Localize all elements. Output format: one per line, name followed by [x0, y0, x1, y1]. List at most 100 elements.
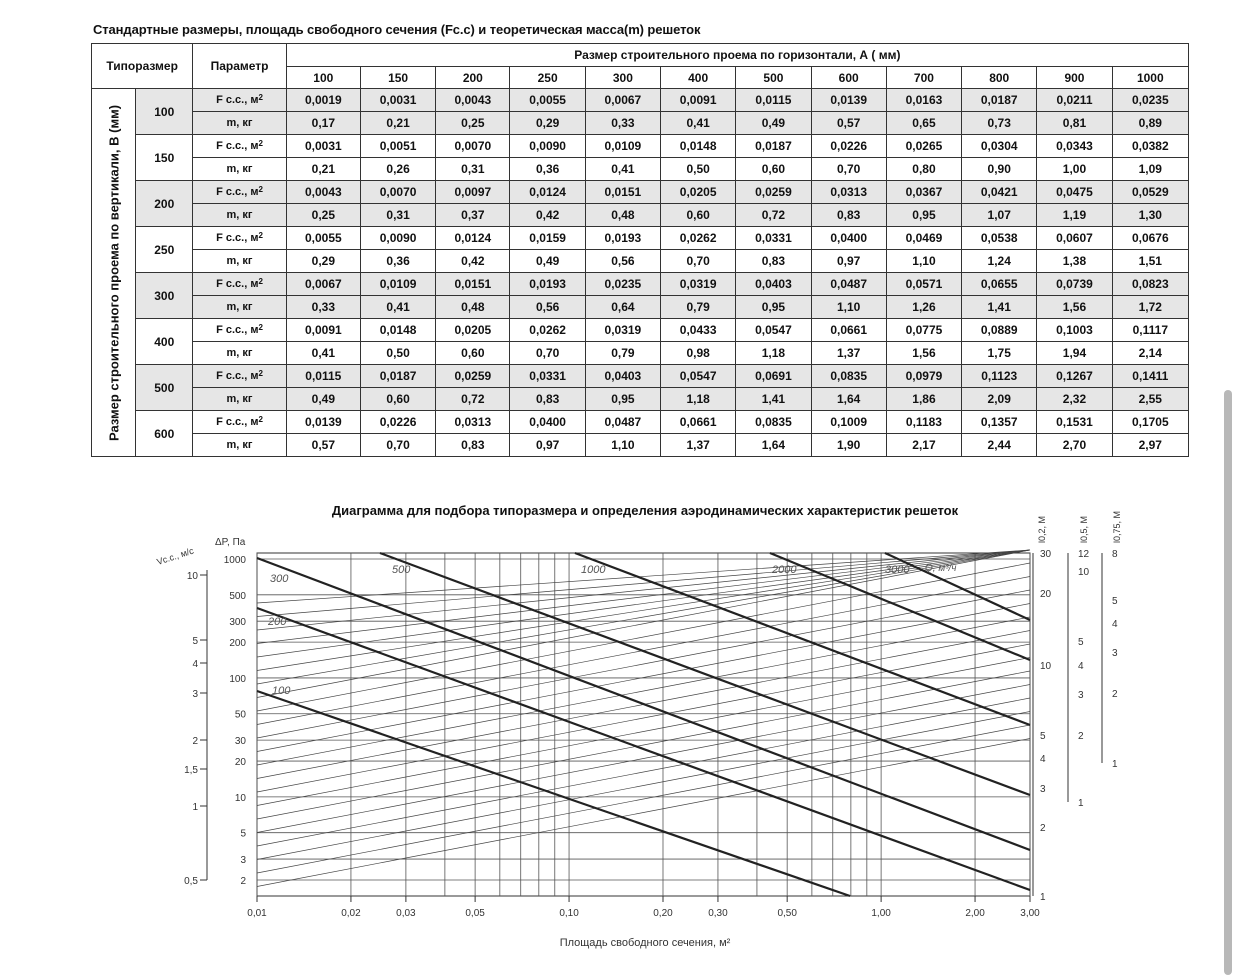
v-tick-label: 1,5	[184, 765, 198, 776]
page-title: Стандартные размеры, площадь свободного …	[93, 22, 701, 37]
l02-tick-label: 5	[1040, 731, 1046, 742]
area-value-cell: 0,0090	[509, 134, 586, 158]
param-exponent: 2	[258, 139, 263, 148]
area-value-cell: 0,0091	[285, 318, 361, 342]
area-value-cell: 0,0331	[509, 364, 586, 388]
flow-line	[256, 549, 1031, 658]
area-value-cell: 0,0265	[885, 134, 963, 158]
param-label: F c.c., м	[216, 324, 259, 336]
mass-value-cell: 1,64	[810, 387, 887, 411]
area-value-cell: 0,0979	[885, 364, 963, 388]
mass-value-cell: 1,00	[1036, 157, 1113, 181]
param-label: F c.c., м	[216, 186, 259, 198]
size-line	[884, 552, 1031, 621]
v-tick-label: 2	[192, 736, 198, 747]
area-value-cell: 0,0067	[285, 272, 361, 296]
mass-value-cell: 0,33	[584, 111, 662, 135]
table-row: 400 F c.c., м2 0,0091 0,0148 0,0205 0,0262 0,0…	[92, 318, 1190, 365]
typesize-cell: 100	[135, 88, 194, 135]
area-value-cell: 0,0139	[810, 88, 887, 112]
line-label: 2000	[771, 564, 797, 576]
flow-line	[256, 738, 1031, 887]
mass-value-cell: 1,90	[810, 433, 887, 457]
typesize-cell: 150	[135, 134, 194, 181]
mass-value-cell: 1,38	[1036, 249, 1113, 273]
dp-tick-label: 50	[235, 710, 247, 721]
param-label: m, кг	[226, 301, 253, 313]
mass-value-cell: 0,97	[810, 249, 887, 273]
mass-value-cell: 0,42	[509, 203, 586, 227]
area-value-cell: 0,0205	[660, 180, 737, 204]
flow-line	[256, 616, 1031, 766]
header-typesize: Типоразмер	[90, 43, 194, 89]
mass-value-cell: 0,41	[584, 157, 662, 181]
area-value-cell: 0,0031	[285, 134, 361, 158]
mass-value-cell: 0,72	[435, 387, 511, 411]
mass-value-cell: 0,95	[735, 295, 812, 319]
table-row: m, кг 0,21 0,26 0,31 0,36 0,41 0,50 0,60 0,70 0,8…	[92, 157, 1190, 181]
flow-line	[256, 549, 1031, 631]
area-value-cell: 0,1009	[810, 410, 887, 434]
area-value-cell: 0,0739	[1036, 272, 1113, 296]
area-value-cell: 0,0319	[584, 318, 662, 342]
size-line	[256, 606, 1031, 892]
l075-tick-label: 2	[1112, 689, 1118, 700]
diagram-title: Диаграмма для подбора типоразмера и опре…	[332, 503, 959, 518]
x-tick-label: 0,05	[465, 908, 485, 919]
param-mass: m, кг	[192, 203, 287, 227]
table-row: m, кг 0,29 0,36 0,42 0,49 0,56 0,70 0,83 0,97 1,1…	[92, 249, 1190, 273]
v-tick-label: 10	[187, 571, 199, 582]
table-row: m, кг 0,41 0,50 0,60 0,70 0,79 0,98 1,18 1,37 1,5…	[92, 341, 1190, 365]
area-value-cell: 0,1267	[1036, 364, 1113, 388]
l05-tick-label: 4	[1078, 661, 1084, 672]
flow-line	[256, 603, 1031, 752]
area-value-cell: 0,0115	[735, 88, 812, 112]
scrollbar[interactable]	[1224, 390, 1232, 975]
area-value-cell: 0,0400	[810, 226, 887, 250]
param-area: F c.c., м2	[192, 88, 287, 112]
mass-value-cell: 1,10	[810, 295, 887, 319]
l05-tick-label: 1	[1078, 798, 1084, 809]
flow-line	[256, 562, 1031, 712]
l075-axis-label: l0,75, М	[1112, 511, 1122, 543]
area-value-cell: 0,0070	[435, 134, 511, 158]
mass-value-cell: 0,33	[285, 295, 361, 319]
area-value-cell: 0,1123	[961, 364, 1038, 388]
mass-value-cell: 0,95	[584, 387, 662, 411]
param-mass: m, кг	[192, 295, 287, 319]
param-area: F c.c., м2	[192, 134, 287, 158]
mass-value-cell: 0,29	[509, 111, 586, 135]
area-value-cell: 0,0226	[359, 410, 437, 434]
typesize-cell: 500	[135, 364, 194, 411]
width-header: 800	[961, 66, 1038, 89]
v-tick-label: 4	[192, 659, 198, 670]
l02-tick-label: 3	[1040, 784, 1046, 795]
mass-value-cell: 0,41	[359, 295, 437, 319]
mass-value-cell: 0,70	[509, 341, 586, 365]
mass-value-cell: 1,56	[885, 341, 963, 365]
area-value-cell: 0,0031	[359, 88, 437, 112]
area-value-cell: 0,0421	[961, 180, 1038, 204]
typesize-cell: 200	[135, 180, 194, 227]
param-label: m, кг	[226, 347, 253, 359]
param-area: F c.c., м2	[192, 364, 287, 388]
area-value-cell: 0,0151	[584, 180, 662, 204]
width-header: 900	[1036, 66, 1113, 89]
mass-value-cell: 0,89	[1111, 111, 1190, 135]
x-tick-label: 0,50	[777, 908, 797, 919]
mass-value-cell: 1,51	[1111, 249, 1190, 273]
area-value-cell: 0,0823	[1111, 272, 1190, 296]
mass-value-cell: 0,60	[435, 341, 511, 365]
mass-value-cell: 0,49	[285, 387, 361, 411]
l075-tick-label: 8	[1112, 549, 1118, 560]
mass-value-cell: 1,37	[660, 433, 737, 457]
dp-tick-label: 20	[235, 757, 247, 768]
l05-tick-label: 12	[1078, 549, 1090, 560]
param-label: m, кг	[226, 439, 253, 451]
area-value-cell: 0,0304	[961, 134, 1038, 158]
area-value-cell: 0,0163	[885, 88, 963, 112]
mass-value-cell: 0,60	[735, 157, 812, 181]
l075-tick-label: 5	[1112, 596, 1118, 607]
size-line	[769, 551, 1031, 662]
area-value-cell: 0,0259	[435, 364, 511, 388]
